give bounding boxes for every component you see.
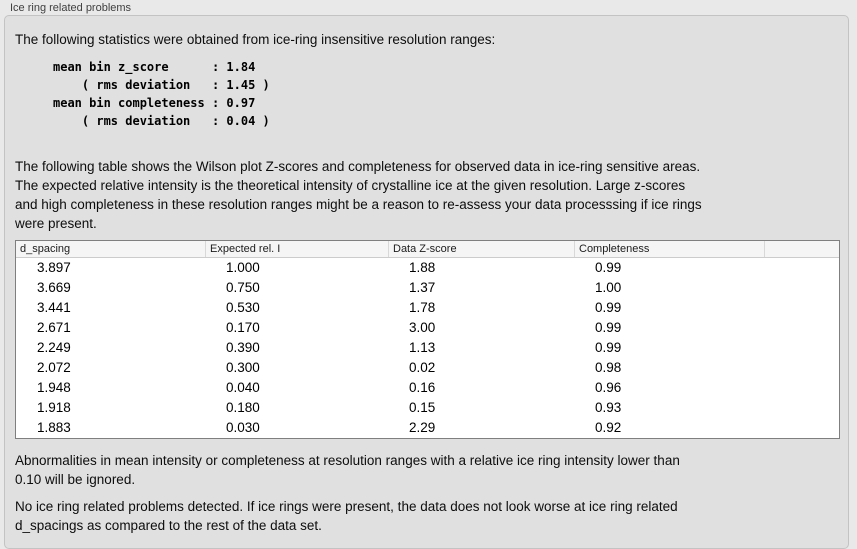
table-cell: 0.15: [409, 400, 436, 415]
intro-paragraph: The following statistics were obtained f…: [15, 32, 496, 47]
table-row[interactable]: 1.918 0.180 0.15 0.93: [16, 398, 839, 418]
table-cell: 1.883: [37, 420, 71, 435]
table-cell: 0.02: [409, 360, 436, 375]
table-body: 3.897 1.000 1.88 0.99 3.669 0.750 1.37 1.00 3.44…: [16, 258, 839, 438]
table-cell: [764, 338, 839, 358]
table-cell: 1.918: [37, 400, 71, 415]
table-cell: 1.88: [409, 260, 436, 275]
groupbox-title: Ice ring related problems: [10, 2, 132, 14]
table-row[interactable]: 3.669 0.750 1.37 1.00: [16, 278, 839, 298]
table-row[interactable]: 2.671 0.170 3.00 0.99: [16, 318, 839, 338]
table-intro-paragraph: The following table shows the Wilson plo…: [15, 159, 702, 231]
table-header-row: d_spacing Expected rel. I Data Z-score Comp…: [16, 241, 839, 258]
table-cell: 0.92: [595, 420, 622, 435]
table-cell: 1.13: [409, 340, 436, 355]
ice-ring-table: d_spacing Expected rel. I Data Z-score Comp…: [15, 240, 840, 439]
table-cell: 1.948: [37, 380, 71, 395]
table-row[interactable]: 2.249 0.390 1.13 0.99: [16, 338, 839, 358]
column-header: Expected rel. I: [205, 241, 388, 257]
table-cell: [764, 378, 839, 398]
table-cell: 3.669: [37, 280, 71, 295]
table-cell: 3.441: [37, 300, 71, 315]
table-row[interactable]: 3.441 0.530 1.78 0.99: [16, 298, 839, 318]
ignore-note-paragraph: Abnormalities in mean intensity or compl…: [15, 453, 680, 487]
table-cell: 0.99: [595, 300, 622, 315]
table-cell: 2.249: [37, 340, 71, 355]
table-cell: 0.530: [226, 300, 260, 315]
table-cell: 0.98: [595, 360, 622, 375]
table-cell: 0.16: [409, 380, 436, 395]
table-cell: 3.897: [37, 260, 71, 275]
table-row[interactable]: 1.883 0.030 2.29 0.92: [16, 418, 839, 438]
column-header: Data Z-score: [388, 241, 574, 257]
table-cell: [764, 278, 839, 298]
table-cell: 0.390: [226, 340, 260, 355]
table-cell: 0.300: [226, 360, 260, 375]
column-header: d_spacing: [20, 243, 71, 255]
table-cell: 0.170: [226, 320, 260, 335]
table-cell: 2.29: [409, 420, 436, 435]
table-cell: [764, 398, 839, 418]
table-cell: 1.00: [595, 280, 622, 295]
table-cell: 3.00: [409, 320, 436, 335]
stats-summary-block: mean bin z_score : 1.84 ( rms deviation …: [53, 60, 270, 128]
table-cell: [764, 298, 839, 318]
table-cell: 0.99: [595, 260, 622, 275]
table-cell: 1.78: [409, 300, 436, 315]
table-row[interactable]: 3.897 1.000 1.88 0.99: [16, 258, 839, 278]
table-cell: 0.750: [226, 280, 260, 295]
table-cell: 2.671: [37, 320, 71, 335]
ice-ring-panel: The following statistics were obtained f…: [4, 15, 849, 549]
table-cell: 0.180: [226, 400, 260, 415]
table-cell: 0.040: [226, 380, 260, 395]
table-cell: 0.96: [595, 380, 622, 395]
column-header: Completeness: [574, 241, 764, 257]
table-cell: [764, 418, 839, 438]
table-cell: 2.072: [37, 360, 71, 375]
table-row[interactable]: 1.948 0.040 0.16 0.96: [16, 378, 839, 398]
table-cell: 0.030: [226, 420, 260, 435]
table-cell: [764, 258, 839, 278]
table-cell: [764, 358, 839, 378]
conclusion-paragraph: No ice ring related problems detected. I…: [15, 499, 678, 533]
table-cell: 1.000: [226, 260, 260, 275]
table-cell: 0.99: [595, 320, 622, 335]
column-header: [764, 241, 839, 257]
table-cell: 0.99: [595, 340, 622, 355]
table-cell: 1.37: [409, 280, 436, 295]
table-cell: [764, 318, 839, 338]
table-row[interactable]: 2.072 0.300 0.02 0.98: [16, 358, 839, 378]
table-cell: 0.93: [595, 400, 622, 415]
